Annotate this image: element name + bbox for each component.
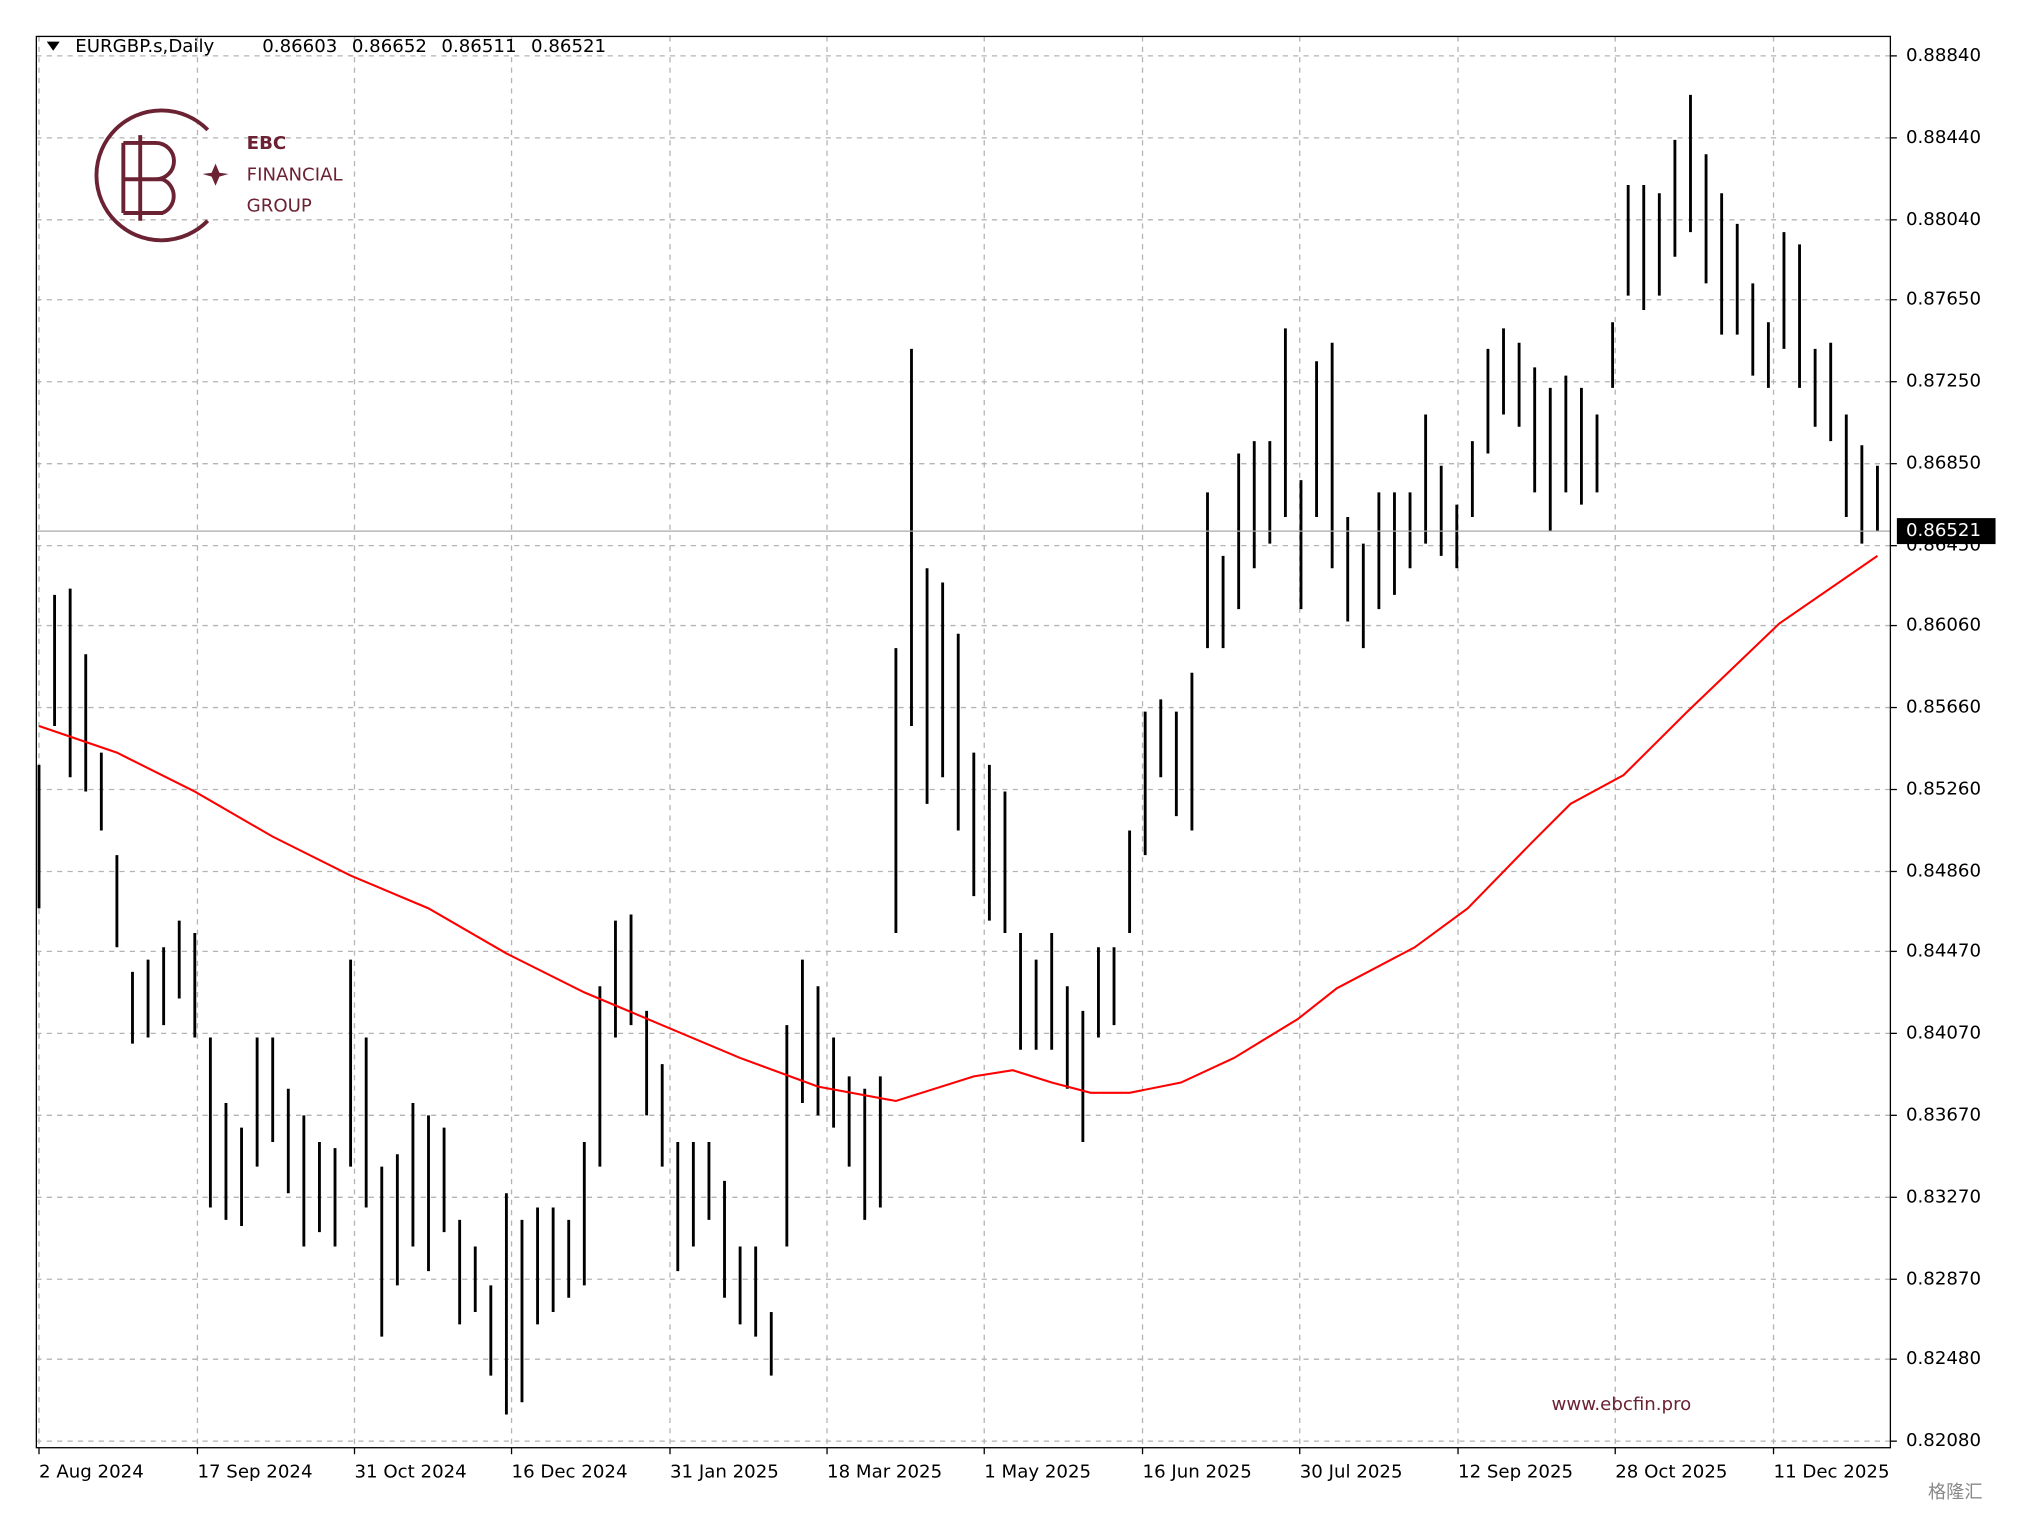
brand-line: GROUP: [247, 196, 312, 217]
x-tick-label: 16 Jun 2025: [1143, 1461, 1252, 1482]
y-tick-label: 0.84470: [1906, 940, 1981, 961]
y-tick-label: 0.83270: [1906, 1186, 1981, 1207]
brand-name: EBC: [247, 133, 287, 154]
y-tick-label: 0.82480: [1906, 1348, 1981, 1369]
x-tick-label: 17 Sep 2024: [197, 1461, 312, 1482]
x-tick-label: 2 Aug 2024: [39, 1461, 144, 1482]
overlay: 0.86521: [36, 518, 1996, 1103]
plot-frame: [35, 35, 1892, 1449]
brand-line: FINANCIAL: [247, 164, 344, 185]
header-low: 0.86511: [441, 36, 516, 57]
header-open: 0.86603: [262, 36, 337, 57]
y-tick-label: 0.82870: [1906, 1268, 1981, 1289]
logo-mark: [121, 135, 176, 221]
y-tick-label: 0.86850: [1906, 453, 1981, 474]
last-price-box: [1896, 518, 1996, 545]
logo-star: [202, 163, 229, 186]
x-tick-label: 31 Jan 2025: [670, 1461, 779, 1482]
x-tick-label: 1 May 2025: [984, 1461, 1091, 1482]
y-tick-label: 0.88440: [1906, 127, 1981, 148]
x-tick-label: 12 Sep 2025: [1458, 1461, 1573, 1482]
y-tick-label: 0.85260: [1906, 779, 1981, 800]
y-tick-label: 0.88840: [1906, 45, 1981, 66]
y-tick-label: 0.82080: [1906, 1430, 1981, 1451]
y-tick-label: 0.88040: [1906, 209, 1981, 230]
grid: 0.88840 0.88440 0.88040 0.87650 0.87250 0.868…: [36, 36, 1981, 1482]
moving-average: [38, 555, 1879, 1103]
x-tick-label: 28 Oct 2025: [1615, 1461, 1727, 1482]
x-tick-label: 11 Dec 2025: [1774, 1461, 1890, 1482]
x-tick-label: 30 Jul 2025: [1300, 1461, 1403, 1482]
x-tick-label: 18 Mar 2025: [827, 1461, 942, 1482]
last-price-label: 0.86521: [1906, 520, 1981, 541]
logo-ring: [94, 108, 210, 243]
y-tick-label: 0.84860: [1906, 860, 1981, 881]
y-tick-label: 0.85660: [1906, 697, 1981, 718]
y-tick-label: 0.87250: [1906, 371, 1981, 392]
brand-url: www.ebcfin.pro: [1552, 1394, 1692, 1415]
bars: [37, 94, 1879, 1415]
header-high: 0.86652: [352, 36, 427, 57]
x-tick-label: 31 Oct 2024: [354, 1461, 466, 1482]
y-tick-label: 0.84070: [1906, 1022, 1981, 1043]
logo: [94, 108, 229, 243]
menu-arrow: [46, 41, 60, 51]
header-close: 0.86521: [531, 36, 606, 57]
y-tick-label: 0.86060: [1906, 615, 1981, 636]
symbol: EURGBP.s,Daily: [75, 36, 214, 57]
watermark: 格隆汇: [1928, 1482, 1982, 1503]
y-tick-label: 0.87650: [1906, 289, 1981, 310]
x-tick-label: 16 Dec 2024: [512, 1461, 628, 1482]
y-tick-label: 0.83670: [1906, 1104, 1981, 1125]
